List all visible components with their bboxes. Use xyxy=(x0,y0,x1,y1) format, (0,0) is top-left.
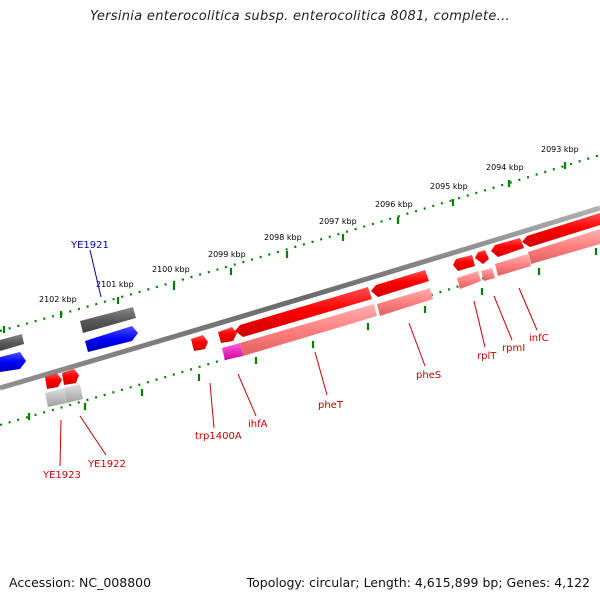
upper-gene-track xyxy=(0,213,600,351)
gene-blue-left xyxy=(0,352,26,372)
genome-stats-text: Topology: circular; Length: 4,615,899 bp… xyxy=(246,575,590,590)
gene-pink-phet xyxy=(240,304,377,356)
gene-pink-rplt xyxy=(457,271,481,289)
gene-ye1923 xyxy=(45,373,62,389)
genome-backbone xyxy=(0,205,600,391)
scale-label-2099: 2099 kbp xyxy=(208,250,246,259)
gene-red-1 xyxy=(191,335,208,351)
label-ihfa[interactable]: ihfA xyxy=(248,419,268,430)
label-ye1921[interactable]: YE1921 xyxy=(70,240,109,251)
gene-pink-infc xyxy=(495,254,531,276)
gene-ye1922 xyxy=(62,369,79,385)
scale-label-2098: 2098 kbp xyxy=(264,233,302,242)
gene-ye1923-light xyxy=(45,388,67,407)
inner-gene-track xyxy=(45,369,83,407)
gene-red-2 xyxy=(218,327,237,343)
scale-label-2101: 2101 kbp xyxy=(96,280,134,289)
lower-gene-track xyxy=(0,229,600,372)
gene-infc xyxy=(491,238,524,257)
gene-trna xyxy=(222,343,243,360)
label-connectors xyxy=(59,249,538,467)
label-phet[interactable]: pheT xyxy=(318,400,344,411)
label-rpmi[interactable]: rpmI xyxy=(502,343,525,354)
scale-label-2100: 2100 kbp xyxy=(152,265,190,274)
gene-rpmi xyxy=(475,250,489,264)
label-trp1400a[interactable]: trp1400A xyxy=(195,431,242,442)
outer-major-ticks xyxy=(2,162,567,333)
gene-thrs xyxy=(522,213,600,247)
gene-phet xyxy=(235,287,372,337)
gene-pink-phes xyxy=(377,288,433,316)
scale-label-2094: 2094 kbp xyxy=(486,163,524,172)
gene-rplt xyxy=(453,255,475,271)
label-ye1923[interactable]: YE1923 xyxy=(42,470,81,481)
scale-label-2093: 2093 kbp xyxy=(541,145,579,154)
scale-label-2095: 2095 kbp xyxy=(430,182,468,191)
scale-label-2096: 2096 kbp xyxy=(375,200,413,209)
scale-label-2097: 2097 kbp xyxy=(319,217,357,226)
gene-phes xyxy=(371,270,429,297)
gene-pink-thrs xyxy=(528,229,600,264)
gene-gray-left xyxy=(0,334,24,351)
gene-ye1921 xyxy=(80,307,136,333)
label-infc[interactable]: infC xyxy=(529,333,549,344)
label-ye1922[interactable]: YE1922 xyxy=(87,459,126,470)
scale-label-2102: 2102 kbp xyxy=(39,295,77,304)
gene-blue-1 xyxy=(85,326,138,352)
accession-text: Accession: NC_008800 xyxy=(9,575,152,590)
map-title: Yersinia enterocolitica subsp. enterocol… xyxy=(90,9,510,24)
label-phes[interactable]: pheS xyxy=(416,370,441,381)
gene-ye1922-light xyxy=(64,384,83,403)
label-rplt[interactable]: rplT xyxy=(477,351,497,362)
gene-pink-rpmi xyxy=(481,268,495,281)
inner-major-ticks xyxy=(27,248,598,420)
